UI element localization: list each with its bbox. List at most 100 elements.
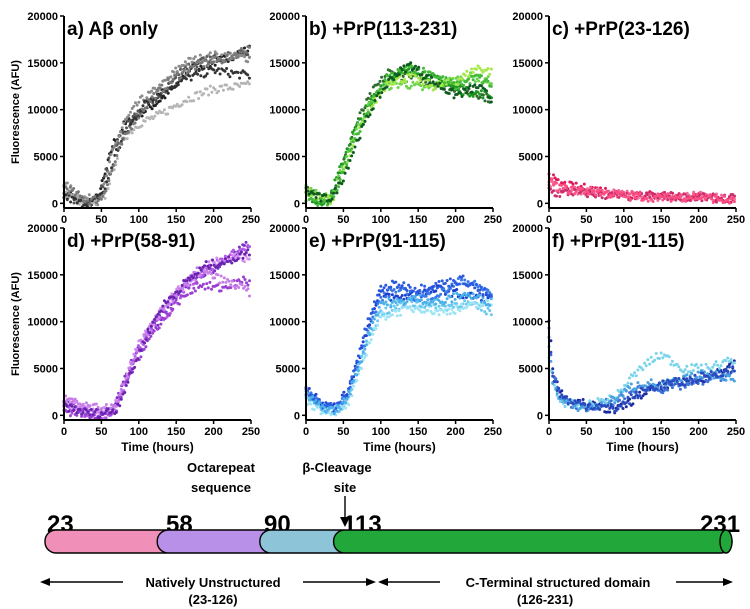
data-point (234, 287, 237, 290)
data-point (670, 359, 674, 363)
data-point (726, 198, 730, 202)
data-point (340, 165, 344, 169)
data-point (225, 67, 229, 70)
data-point (76, 194, 80, 198)
data-point (641, 368, 645, 372)
series-5 (304, 274, 493, 413)
data-point (399, 313, 403, 317)
data-point (582, 182, 586, 186)
data-point (611, 405, 615, 409)
data-point (314, 392, 318, 396)
data-point (452, 96, 456, 100)
data-point (455, 304, 459, 308)
data-point (604, 186, 607, 190)
data-point (156, 323, 160, 327)
data-point (661, 198, 665, 202)
data-point (561, 187, 565, 190)
x-tick-label: 50 (337, 426, 349, 438)
x-tick-label: 0 (61, 426, 67, 438)
data-point (199, 275, 203, 279)
data-point (390, 313, 394, 317)
data-point (466, 280, 470, 284)
data-point (237, 245, 241, 249)
data-point (340, 400, 344, 404)
data-point (489, 294, 493, 298)
data-point (246, 248, 250, 252)
data-point (609, 402, 613, 406)
data-point (489, 100, 493, 104)
data-point (437, 280, 441, 283)
y-tick-label: 0 (52, 410, 58, 422)
data-point (619, 402, 623, 406)
data-point (481, 96, 485, 100)
data-point (86, 199, 90, 203)
data-point (605, 189, 609, 193)
data-points (304, 61, 493, 207)
data-point (431, 288, 435, 291)
data-point (348, 159, 352, 162)
data-point (65, 187, 69, 191)
data-point (119, 130, 123, 134)
data-point (106, 407, 110, 411)
data-point (182, 64, 186, 67)
data-point (70, 195, 74, 199)
data-point (707, 376, 711, 380)
data-point (385, 288, 389, 292)
data-point (645, 197, 649, 201)
data-point (724, 359, 728, 363)
data-point (361, 122, 365, 126)
data-point (171, 307, 175, 311)
data-point (321, 411, 325, 415)
data-point (379, 315, 383, 319)
data-point (236, 71, 240, 74)
data-point (571, 402, 575, 406)
data-point (628, 198, 632, 201)
data-point (358, 111, 362, 115)
y-tick-label: 5000 (519, 151, 543, 163)
data-point (181, 70, 185, 74)
data-point (654, 387, 658, 391)
data-point (199, 268, 203, 272)
data-point (699, 369, 703, 373)
data-point (109, 172, 112, 176)
data-point (384, 283, 388, 287)
data-point (88, 404, 92, 408)
data-point (95, 193, 99, 197)
data-point (450, 303, 454, 307)
data-point (669, 191, 673, 194)
data-points (304, 274, 493, 417)
data-point (424, 80, 428, 84)
data-point (636, 368, 640, 372)
data-point (679, 193, 683, 197)
data-point (68, 400, 72, 404)
data-point (450, 300, 454, 304)
data-point (243, 284, 247, 288)
data-point (103, 196, 107, 200)
x-tick-label: 200 (204, 214, 222, 226)
data-point (72, 201, 76, 205)
data-point (354, 127, 358, 131)
panel-title: f) +PrP(91-115) (552, 231, 685, 252)
data-point (142, 109, 146, 113)
data-point (342, 397, 346, 401)
data-point (160, 96, 164, 100)
chart-panel-b: 0 5000 10000 15000 20000 0 50 100 150 200 250 b) +P… (269, 11, 502, 226)
data-point (67, 409, 71, 413)
data-point (235, 52, 239, 56)
data-point (127, 113, 131, 117)
data-point (384, 317, 388, 321)
data-point (373, 99, 377, 102)
data-point (675, 362, 679, 366)
data-point (427, 292, 431, 296)
data-point (699, 363, 703, 367)
data-point (711, 201, 715, 204)
data-point (215, 265, 219, 269)
data-point (597, 189, 601, 193)
data-point (633, 396, 637, 400)
data-point (307, 192, 311, 196)
data-point (409, 61, 413, 65)
data-point (617, 189, 621, 192)
x-tick-label: 50 (580, 214, 592, 226)
data-point (94, 408, 98, 411)
data-point (666, 198, 670, 202)
